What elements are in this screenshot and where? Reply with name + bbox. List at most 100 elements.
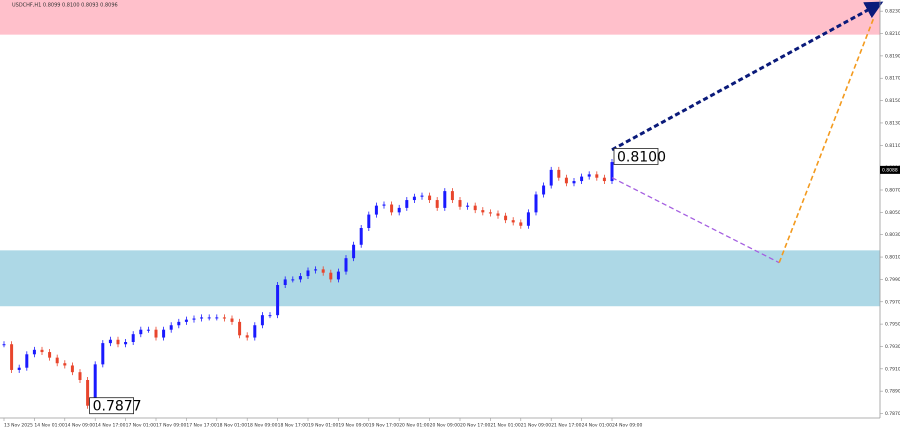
y-tick-label: 0.7950 (885, 322, 900, 328)
candle (146, 329, 150, 331)
x-tick-label: 19 Nov 01:00 (308, 423, 338, 429)
candle (48, 352, 52, 358)
candle (70, 365, 74, 373)
candle (610, 162, 614, 182)
candle (55, 357, 59, 364)
candle (557, 169, 561, 178)
candle (549, 169, 553, 186)
x-tick-label: 19 Nov 09:00 (338, 423, 368, 429)
candle (245, 335, 249, 338)
candle (260, 315, 264, 326)
zone (0, 0, 880, 35)
forecast-arrow (611, 1, 884, 152)
candle (268, 315, 272, 317)
candle (230, 318, 234, 322)
y-tick-label: 0.8190 (885, 53, 900, 59)
candle (321, 269, 325, 273)
x-tick-label: 20 Nov 09:00 (430, 423, 460, 429)
candle (32, 349, 36, 355)
candle (390, 204, 394, 213)
candle (397, 207, 401, 213)
candle (458, 200, 462, 207)
candle (116, 339, 120, 345)
candle (352, 244, 356, 259)
candle (374, 205, 378, 215)
candle (131, 334, 135, 342)
candle (420, 195, 424, 197)
y-tick-label: 0.8110 (885, 143, 900, 149)
zones (0, 0, 880, 307)
candle (93, 364, 97, 406)
candle (405, 200, 409, 208)
candle (124, 342, 128, 345)
candle (139, 329, 143, 335)
y-tick-label: 0.8130 (885, 120, 900, 126)
candle (519, 222, 523, 226)
x-tick-label: 19 Nov 17:00 (369, 423, 399, 429)
candle (359, 228, 363, 245)
y-tick-label: 0.8010 (885, 255, 900, 261)
annotation: 0.8100 (617, 149, 666, 165)
candle (184, 319, 188, 322)
candle (276, 285, 280, 316)
candle (336, 271, 340, 280)
y-tick-label: 0.7970 (885, 299, 900, 305)
annotation-box (89, 397, 134, 415)
candle (564, 177, 568, 184)
candle (253, 325, 257, 338)
x-tick-label: 13 Nov 2025 (4, 423, 33, 429)
candle (192, 318, 196, 320)
candle (200, 317, 204, 319)
candle (534, 194, 538, 213)
annotation-box (613, 148, 659, 165)
candle (481, 210, 485, 213)
x-tick-label: 14 Nov 01:00 (34, 423, 64, 429)
candle (587, 174, 591, 177)
candle (154, 329, 158, 338)
x-tick-label: 18 Nov 01:00 (217, 423, 247, 429)
candle (207, 317, 211, 319)
candle (291, 279, 295, 281)
candle (222, 317, 226, 319)
candle (435, 200, 439, 208)
x-tick-label: 24 Nov 01:00 (582, 423, 612, 429)
x-tick-label: 20 Nov 01:00 (399, 423, 429, 429)
y-tick-label: 0.7930 (885, 344, 900, 350)
x-tick-label: 21 Nov 01:00 (490, 423, 520, 429)
candle (382, 204, 386, 206)
candle (162, 329, 166, 338)
x-tick-label: 14 Nov 17:00 (95, 423, 125, 429)
y-tick-label: 0.8030 (885, 232, 900, 238)
x-tick-label: 24 Nov 09:00 (612, 423, 642, 429)
candle (595, 174, 599, 178)
y-tick-label: 0.7890 (885, 389, 900, 395)
current-price-label: 0.8088 (882, 167, 898, 173)
x-tick-label: 17 Nov 09:00 (156, 423, 186, 429)
x-tick-label: 21 Nov 09:00 (521, 423, 551, 429)
y-tick-label: 0.8210 (885, 31, 900, 37)
candle (580, 176, 584, 182)
x-tick-label: 18 Nov 09:00 (247, 423, 277, 429)
candle (344, 258, 348, 272)
candle (367, 214, 371, 228)
candle (473, 205, 477, 211)
candle (283, 279, 287, 285)
candle (2, 344, 6, 346)
x-tick-label: 20 Nov 17:00 (460, 423, 490, 429)
forecast-arrow (778, 16, 875, 263)
candle (169, 325, 173, 330)
candle (443, 191, 447, 208)
y-tick-label: 0.7990 (885, 277, 900, 283)
y-tick-label: 0.8150 (885, 98, 900, 104)
candle (108, 339, 112, 344)
chart-title: USDCHF,H1 0.8099 0.8100 0.8093 0.8096 (12, 3, 118, 9)
x-tick-label: 17 Nov 17:00 (186, 423, 216, 429)
candle (511, 220, 515, 223)
candle (314, 269, 318, 271)
y-tick-label: 0.7870 (885, 411, 900, 417)
zone (0, 250, 880, 307)
x-tick-label: 14 Nov 09:00 (65, 423, 95, 429)
candle (466, 205, 470, 207)
